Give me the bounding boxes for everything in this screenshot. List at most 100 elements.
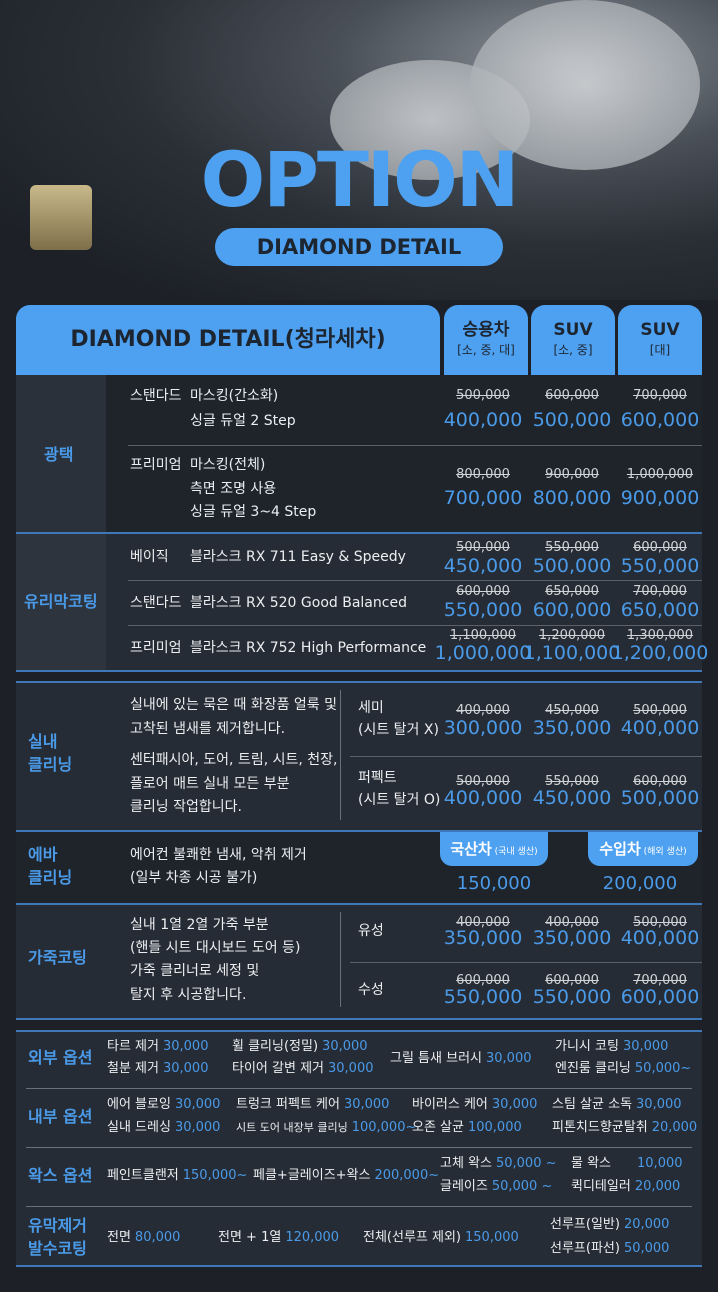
option-item: 전면 80,000 [107,1228,180,1248]
option-name: 전면 [107,1230,131,1245]
row-divider [128,445,702,446]
option-item: 고체 왁스 50,000 ~ [440,1154,557,1174]
option-item: 물 왁스 10,000 [571,1154,683,1174]
old-price: 400,000 [456,703,510,718]
gloss-section [16,375,702,532]
option-name: 엔진룸 클리닝 [555,1061,631,1076]
section-divider [16,670,702,672]
option-price: 50,000 [623,1241,670,1256]
row-name: 퍼펙트 [358,770,397,786]
tier-label: 프리미엄 [130,457,182,473]
option-item: 엔진룸 클리닝 50,000~ [555,1059,691,1079]
description-line: 센터패시아, 도어, 트림, 시트, 천장, [130,752,338,768]
option-price: 30,000 [162,1039,209,1054]
option-item: 선루프(일반) 20,000 [550,1215,669,1235]
column-header: SUV [대] [618,305,702,375]
section-divider [16,681,702,683]
section-divider [16,1030,702,1032]
row-sub: (시트 탈거 X) [358,722,439,738]
option-price: 30,000 [322,1039,368,1054]
description-line: 에어컨 불쾌한 냄새, 악취 제거 [130,847,307,863]
section-label: 가죽코팅 [28,948,87,967]
old-price: 1,200,000 [538,628,606,643]
glass-section [16,534,702,670]
label-cell [16,534,106,670]
sale-price: 650,000 [620,599,700,621]
old-price: 600,000 [633,540,687,555]
description-line: 싱글 듀얼 3~4 Step [190,504,317,520]
option-name: 페인트클랜저 [107,1168,179,1183]
column-header: 승용차 [소, 중, 대] [444,305,528,375]
option-item: 휠 클리닝(정밀) 30,000 [232,1037,368,1057]
tier-label: 스탠다드 [130,595,182,611]
option-price: 30,000 [174,1097,221,1112]
option-name: 휠 클리닝(정밀) [232,1039,319,1054]
option-group-label: 내부 옵션 [28,1107,93,1126]
option-item: 오존 살균 100,000 [412,1118,522,1138]
option-item: 시트 도어 내장부 클리닝 100,000~ [236,1118,416,1138]
sale-price: 600,000 [620,986,700,1008]
option-group-label: 왁스 옵션 [28,1166,93,1185]
row-name: 수성 [358,982,384,998]
description-line: 측면 조명 사용 [190,481,277,497]
column-sub: [대] [649,343,671,357]
old-price: 1,000,000 [626,467,694,482]
sale-price: 1,100,000 [523,642,621,664]
sale-price: 400,000 [620,927,700,949]
page-title: OPTION [200,135,520,224]
description-line: 가죽 클리너로 세정 및 [130,963,260,979]
sale-price: 550,000 [443,599,523,621]
tier-label: 베이직 [130,549,169,565]
sale-price: 550,000 [532,986,612,1008]
row-divider [26,1206,692,1207]
badge-name: 국산차 [450,840,492,858]
description-line: 클리닝 작업합니다. [130,799,242,815]
car-type-badge: 국산차 (국내 생산) [440,832,548,866]
option-item: 실내 드레싱 30,000 [107,1118,220,1138]
price: 150,000 [456,873,532,894]
option-price: 30,000 [343,1097,390,1112]
column-divider [340,912,341,1007]
old-price: 800,000 [456,467,510,482]
description: 블라스크 RX 520 Good Balanced [190,595,407,611]
option-name: 퀵디테일러 [571,1179,631,1194]
tier-label: 스탠다드 [130,388,182,404]
column-header: SUV [소, 중] [531,305,615,375]
option-name: 시트 도어 내장부 클리닝 [236,1121,348,1134]
option-item: 트렁크 퍼펙트 케어 30,000 [236,1095,389,1115]
sale-price: 400,000 [620,717,700,739]
sale-price: 1,000,000 [434,642,532,664]
old-price: 600,000 [545,388,599,403]
sale-price: 800,000 [532,487,612,509]
sale-price: 350,000 [443,927,523,949]
description-line: 고착된 냄새를 제거합니다. [130,721,286,737]
badge-name: 수입차 [599,840,641,858]
column-name: SUV [553,320,593,340]
badge-sub: (해외 생산) [640,847,687,857]
tier-label: 프리미엄 [130,640,182,656]
option-price: 80,000 [134,1230,181,1245]
sale-price: 450,000 [443,555,523,577]
option-name: 에어 블로잉 [107,1097,171,1112]
option-price: 30,000 [328,1061,374,1076]
old-price: 700,000 [633,388,687,403]
description-line: 실내에 있는 묵은 때 화장품 얼룩 및 [130,697,338,713]
option-item: 전면 + 1열 120,000 [218,1228,339,1248]
option-name: 고체 왁스 [440,1156,492,1171]
old-price: 900,000 [545,467,599,482]
sale-price: 400,000 [443,409,523,431]
description-line: 실내 1열 2열 가죽 부분 [130,917,269,933]
old-price: 700,000 [633,973,687,988]
row-sub: (시트 탈거 O) [358,792,441,808]
old-price: 500,000 [456,388,510,403]
sale-price: 350,000 [532,927,612,949]
row-name: 세미 [358,700,384,716]
option-price: 50,000 ~ [491,1179,553,1194]
sale-price: 600,000 [620,409,700,431]
description-line: (핸들 시트 대시보드 도어 등) [130,940,301,956]
option-group-label: 발수코팅 [28,1239,87,1258]
section-divider [16,532,702,534]
car-type-badge: 수입차 (해외 생산) [588,832,698,866]
option-price: 150,000~ [182,1168,248,1183]
option-price: 100,000~ [351,1120,417,1135]
